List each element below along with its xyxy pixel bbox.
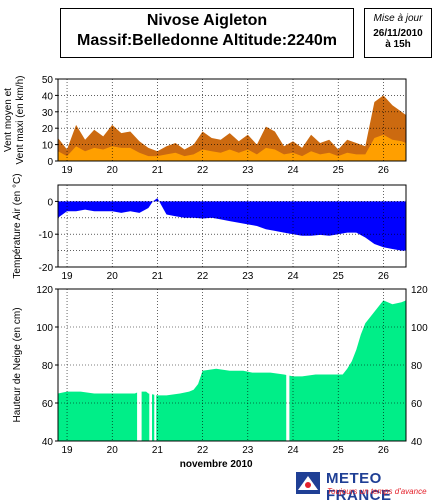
y-axis-label-line2: Vent maxi (en km/h) xyxy=(15,76,26,165)
y-tick-label-right: 40 xyxy=(411,437,423,448)
x-tick-label: 25 xyxy=(333,445,345,456)
panel-frame xyxy=(57,184,407,268)
y-axis-label-line1: Vent moyen et xyxy=(3,88,14,152)
x-tick-label: 20 xyxy=(107,165,119,176)
x-tick-label: 26 xyxy=(378,165,390,176)
update-time: à 15h xyxy=(385,39,411,50)
x-tick-label: 25 xyxy=(333,271,345,282)
nivose-charts: 0 10 20 30 40 50 19 20 21 22 23 24 25 26 Vent moyen et… xyxy=(3,75,428,470)
series-wind-mean-area xyxy=(58,134,406,161)
y-tick-label-right: 60 xyxy=(411,399,423,410)
y-tick-label: 40 xyxy=(42,437,54,448)
x-tick-label: 21 xyxy=(152,271,164,282)
station-title-box: Nivose Aigleton Massif:Belledonne Altitu… xyxy=(60,8,354,58)
y-tick-label: 0 xyxy=(47,197,53,208)
series-temperature-area xyxy=(58,198,406,251)
y-tick-label: 100 xyxy=(36,323,53,334)
series-snow-area xyxy=(58,300,406,441)
x-tick-label: 22 xyxy=(197,445,209,456)
x-tick-label: 19 xyxy=(61,271,73,282)
data-gap xyxy=(149,289,153,441)
y-axis-label: Hauteur de Neige (en cm) xyxy=(12,307,23,422)
chart-panel-wind xyxy=(55,78,407,162)
update-label: Mise à jour xyxy=(373,13,423,24)
y-tick-label-right: 100 xyxy=(411,323,428,334)
x-tick-label: 26 xyxy=(378,445,390,456)
x-tick-label: 22 xyxy=(197,271,209,282)
y-tick-label: 50 xyxy=(42,75,54,86)
y-tick-label: 20 xyxy=(42,124,54,135)
x-tick-label: 19 xyxy=(61,445,73,456)
meteo-france-logo: METEO FRANCE Toujours un temps d'avance xyxy=(296,470,436,504)
logo-tagline: Toujours un temps d'avance xyxy=(327,487,427,496)
y-tick-label: -20 xyxy=(39,263,54,274)
y-tick-label-right: 80 xyxy=(411,361,423,372)
x-tick-label: 19 xyxy=(61,165,73,176)
x-tick-label: 24 xyxy=(287,445,299,456)
x-tick-label: 20 xyxy=(107,445,119,456)
x-tick-label: 23 xyxy=(242,165,254,176)
x-tick-label: 23 xyxy=(242,445,254,456)
data-gap xyxy=(286,289,290,441)
x-tick-label: 22 xyxy=(197,165,209,176)
x-tick-label: 23 xyxy=(242,271,254,282)
y-tick-label: 0 xyxy=(47,157,53,168)
chart-panel-temperature xyxy=(55,184,407,268)
x-tick-label: 24 xyxy=(287,271,299,282)
meteo-france-logo-icon xyxy=(296,472,320,494)
x-tick-label: 21 xyxy=(152,165,164,176)
data-gap xyxy=(154,289,157,441)
station-name: Nivose Aigleton xyxy=(146,12,268,29)
y-tick-label-right: 120 xyxy=(411,285,428,296)
x-tick-label: 20 xyxy=(107,271,119,282)
panel-frame xyxy=(57,78,407,162)
y-tick-label: 30 xyxy=(42,108,54,119)
x-axis-label: novembre 2010 xyxy=(180,459,253,470)
station-massif-altitude: Massif:Belledonne Altitude:2240m xyxy=(77,32,337,49)
update-box: Mise à jour 26/11/2010 à 15h xyxy=(364,8,432,58)
x-tick-label: 26 xyxy=(378,271,390,282)
x-tick-label: 24 xyxy=(287,165,299,176)
y-tick-label: -10 xyxy=(39,230,54,241)
y-tick-label: 120 xyxy=(36,285,53,296)
y-axis-label: Température Air (en °C) xyxy=(12,173,23,278)
chart-panel-snow xyxy=(55,288,407,442)
update-date: 26/11/2010 xyxy=(373,28,423,39)
y-tick-label: 60 xyxy=(42,399,54,410)
y-tick-label: 40 xyxy=(42,91,54,102)
y-tick-label: 10 xyxy=(42,141,54,152)
x-tick-label: 21 xyxy=(152,445,164,456)
x-tick-label: 25 xyxy=(333,165,345,176)
y-tick-label: 80 xyxy=(42,361,54,372)
